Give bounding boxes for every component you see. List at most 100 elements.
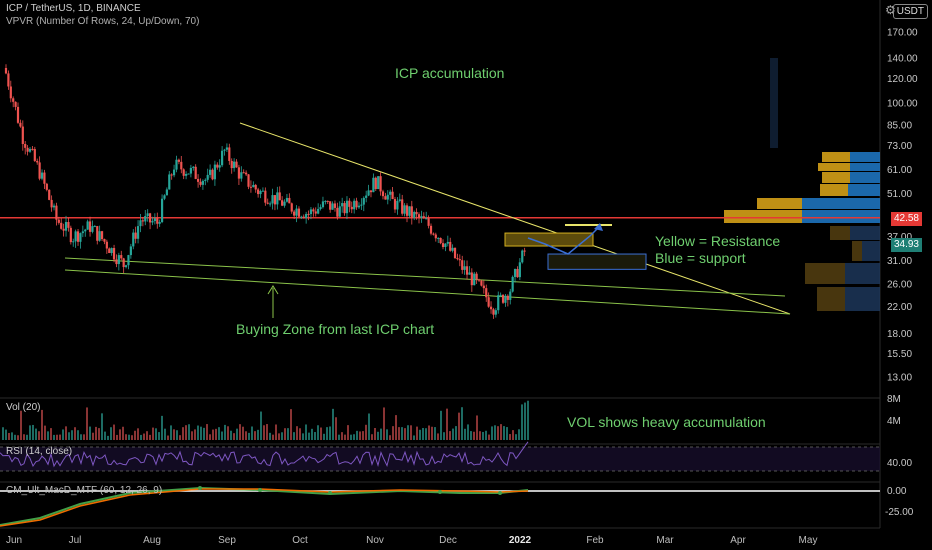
candle-body — [184, 173, 188, 176]
candle-body — [28, 148, 32, 152]
vpvr-indicator-label[interactable]: VPVR (Number Of Rows, 24, Up/Down, 70) — [6, 16, 200, 27]
candle-body — [405, 205, 409, 216]
candle-body — [237, 167, 241, 179]
candle-body — [60, 222, 63, 229]
currency-badge[interactable]: USDT — [892, 4, 928, 19]
candle-body — [223, 149, 226, 151]
volume-bar — [236, 428, 238, 440]
volume-bar — [464, 428, 466, 440]
volume-bar — [362, 431, 364, 440]
candle-body — [386, 194, 389, 200]
symbol-title[interactable]: ICP / TetherUS, 1D, BINANCE — [6, 3, 141, 14]
candle-body — [74, 231, 77, 242]
vp-down-bar — [820, 184, 848, 196]
volume-bar — [176, 430, 178, 440]
volume-bar — [56, 434, 58, 440]
annotation-vol-note: VOL shows heavy accumulation — [567, 414, 766, 430]
candle-body — [360, 204, 363, 206]
gear-icon[interactable]: ⚙ — [885, 3, 896, 17]
volume-bar — [293, 432, 295, 440]
candle-body — [293, 211, 296, 216]
candle-body — [317, 208, 320, 214]
volume-bar — [461, 407, 463, 440]
candle-body — [69, 227, 72, 243]
macd-cross-dot — [328, 491, 332, 495]
volume-bar — [299, 428, 301, 440]
volume-bar — [320, 427, 322, 440]
candle-body — [245, 172, 248, 175]
candle-body — [355, 200, 358, 208]
volume-bar — [62, 429, 64, 440]
candle-body — [290, 203, 293, 212]
candle-body — [439, 237, 442, 244]
volume-bar — [89, 426, 91, 440]
candle-body — [199, 181, 202, 185]
candle-body — [120, 255, 123, 259]
volume-bar — [20, 410, 22, 440]
descending-trendline — [239, 122, 791, 315]
volume-bar — [356, 430, 358, 440]
vol-y-tick: 4M — [887, 416, 901, 427]
volume-bar — [59, 434, 61, 440]
volume-bar — [428, 425, 430, 440]
volume-bar — [38, 431, 40, 440]
vp-down-bar — [830, 226, 850, 240]
volume-bar — [53, 434, 55, 440]
volume-bar — [323, 433, 325, 440]
projection-arrowhead — [594, 223, 603, 231]
candle-body — [115, 259, 118, 265]
volume-bar — [476, 415, 478, 440]
y-tick-label: 15.50 — [887, 349, 912, 360]
macd-cross-dot — [438, 490, 442, 494]
volume-bar — [326, 427, 328, 440]
volume-bar — [254, 431, 256, 440]
candle-body — [300, 216, 303, 218]
candle-body — [156, 218, 159, 224]
candle-body — [321, 201, 325, 208]
candle-body — [348, 200, 351, 207]
candle-body — [413, 211, 416, 218]
candle-body — [38, 162, 41, 179]
macd-y-tick: 0.00 — [887, 486, 907, 497]
annotation-title: ICP accumulation — [395, 65, 505, 81]
volume-bar — [68, 432, 70, 440]
volume-bar — [449, 431, 451, 440]
volume-bar — [194, 429, 196, 440]
candle-body — [487, 297, 490, 307]
candle-body — [288, 197, 291, 204]
y-tick-label: 73.00 — [887, 141, 912, 152]
candle-body — [285, 197, 289, 202]
candle-body — [513, 269, 517, 277]
volume-bar — [11, 432, 13, 440]
candle-body — [189, 167, 192, 174]
candle-body — [124, 265, 128, 268]
x-tick-label: Feb — [586, 535, 604, 546]
volume-bar — [494, 425, 496, 440]
rsi-pane-label[interactable]: RSI (14, close) — [6, 446, 73, 457]
candle-body — [242, 172, 245, 174]
macd-pane-label[interactable]: CM_Ult_MacD_MTF (60, 12, 26, 9) — [6, 485, 163, 496]
volume-bar — [275, 424, 277, 440]
price-tag-resistance: 42.58 — [890, 212, 922, 226]
volume-bar — [173, 429, 175, 440]
vol-pane-label[interactable]: Vol (20) — [6, 402, 41, 413]
volume-bar — [431, 426, 433, 440]
volume-bar — [263, 425, 265, 440]
macd-cross-dot — [258, 488, 262, 492]
volume-bar — [107, 435, 109, 440]
x-tick-label: 2022 — [509, 535, 532, 546]
vp-down-bar — [805, 263, 845, 284]
candle-body — [518, 262, 521, 278]
volume-bar — [311, 428, 313, 440]
candle-body — [475, 273, 478, 280]
candle-body — [228, 147, 231, 161]
volume-bar — [245, 431, 247, 440]
candle-body — [235, 161, 238, 168]
candle-body — [468, 272, 471, 275]
candle-body — [384, 196, 387, 200]
candle-body — [429, 225, 433, 234]
volume-bar — [419, 429, 421, 440]
macd-cross-dot — [498, 491, 502, 495]
